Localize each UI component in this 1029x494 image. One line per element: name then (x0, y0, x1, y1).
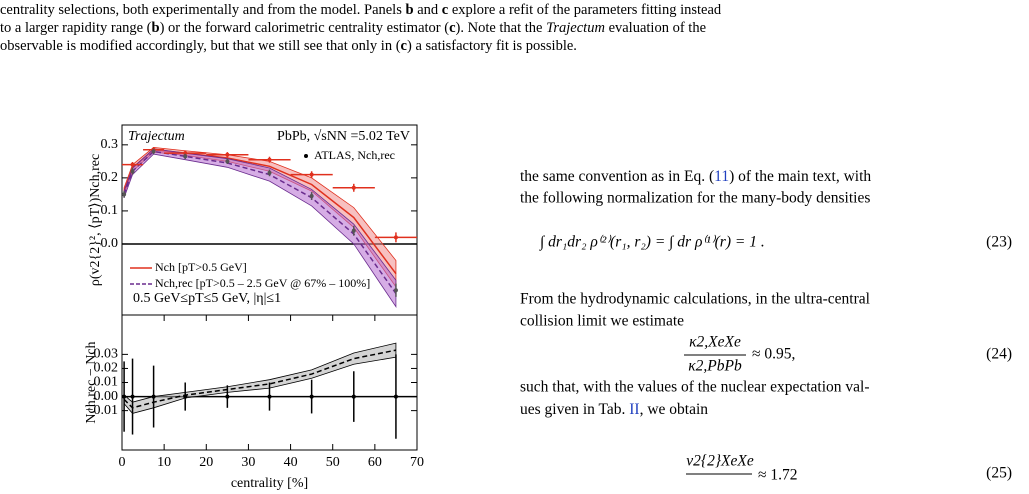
y-tick-label: 0.3 (101, 137, 119, 152)
legend-marker (304, 154, 308, 158)
annotation: PbPb, √sNN =5.02 TeV (277, 129, 410, 144)
y-axis-label: ρ(v2{2}², ⟨pT⟩)Nch,rec (88, 154, 103, 286)
equation: ∫ dr₁dr₂ ρ⁽²⁾(r₁, r₂) = ∫ dr ρ⁽¹⁾(r) = 1… (539, 234, 765, 251)
equation: ≈ 0.95, (752, 346, 795, 363)
x-tick-label: 10 (157, 455, 171, 470)
data-point (309, 172, 314, 177)
data-point (393, 288, 398, 293)
body-text: the following normalization for the many… (520, 190, 870, 207)
data-point (351, 228, 356, 233)
caption-text: ) a satisfactory fit is possible. (407, 38, 577, 54)
equation-number: (23) (986, 234, 1012, 251)
data-point (309, 394, 314, 399)
x-tick-label: 20 (199, 455, 213, 470)
x-tick-label: 60 (368, 455, 382, 470)
body-text: such that, with the values of the nuclea… (520, 379, 869, 396)
equation-number: (24) (986, 346, 1012, 363)
equation-numerator: v2{2}XeXe (686, 453, 754, 470)
y-tick-label: 0.0 (101, 236, 119, 251)
data-point (393, 235, 398, 240)
y-tick-label: 0.1 (101, 203, 119, 218)
data-point (267, 157, 272, 162)
y-axis-label: Nch,rec − Nch (84, 341, 99, 423)
caption-text: c (442, 2, 449, 18)
data-point (225, 394, 230, 399)
body-text: collision limit we estimate (520, 313, 684, 330)
body-line: the same convention as in Eq. (11) of th… (520, 168, 871, 185)
y-tick-label: 0.03 (94, 347, 119, 362)
x-tick-label: 30 (241, 455, 255, 470)
y-tick-label: 0.2 (101, 170, 119, 185)
y-tick-label: −0.01 (86, 403, 118, 418)
data-point (183, 154, 188, 159)
caption-line: observable is modified accordingly, but … (0, 38, 577, 54)
annotation: 0.5 GeV≤pT≤5 GeV, |η|≤1 (133, 291, 281, 306)
caption-text: b (152, 20, 160, 36)
legend-label: ATLAS, Nch,rec (314, 148, 395, 162)
body-line: ues given in Tab. II, we obtain (520, 401, 708, 418)
caption-text: to a larger rapidity range ( (0, 20, 152, 36)
caption-text: ) or the forward calorimetric centrality… (160, 20, 450, 36)
data-point (225, 152, 230, 157)
caption-text: b (405, 2, 413, 18)
equation-number: (25) (986, 465, 1012, 482)
uncertainty-band (123, 342, 397, 414)
data-point (130, 169, 135, 174)
equation: ≈ 1.72 (758, 467, 798, 484)
equation-numerator: κ2,XeXe (689, 334, 741, 351)
data-point (151, 394, 156, 399)
x-tick-label: 40 (284, 455, 298, 470)
caption-text: Trajectum (546, 20, 605, 36)
data-point (351, 185, 356, 190)
caption-line: centrality selections, both experimental… (0, 2, 722, 18)
body-text: the same convention as in Eq. ( (520, 168, 714, 185)
y-tick-label: 0.02 (94, 361, 119, 376)
table-link[interactable]: II (629, 401, 639, 418)
caption-line: to a larger rapidity range (b) or the fo… (0, 20, 706, 36)
data-point (151, 149, 156, 154)
y-tick-label: 0.00 (94, 389, 119, 404)
caption-text: and (414, 2, 442, 18)
equation-denominator: κ2,PbPb (688, 358, 742, 375)
data-point (351, 394, 356, 399)
data-point (130, 394, 135, 399)
data-point (225, 159, 230, 164)
caption-text: explore a refit of the parameters fittin… (448, 2, 722, 18)
data-point (122, 192, 127, 197)
x-axis-label: centrality [%] (231, 476, 308, 491)
data-point (130, 162, 135, 167)
data-point (267, 170, 272, 175)
caption-text: ). Note that the (456, 20, 547, 36)
data-point (122, 394, 127, 399)
body-text: ) of the main text, with (729, 168, 871, 185)
body-text: From the hydrodynamic calculations, in t… (520, 291, 870, 308)
data-point (309, 194, 314, 199)
x-tick-label: 50 (326, 455, 340, 470)
data-point (183, 151, 188, 156)
legend-label: Nch [pT>0.5 GeV] (155, 260, 247, 274)
annotation: Trajectum (128, 129, 185, 144)
body-text: ues given in Tab. (520, 401, 629, 418)
x-tick-label: 70 (410, 455, 424, 470)
body-text: , we obtain (640, 401, 709, 418)
x-tick-label: 0 (119, 455, 126, 470)
caption-text: centrality selections, both experimental… (0, 2, 405, 18)
data-point (267, 394, 272, 399)
caption-text: c (449, 20, 456, 36)
caption-text: c (401, 38, 408, 54)
caption-text: evaluation of the (605, 20, 706, 36)
legend-label: Nch,rec [pT>0.5 – 2.5 GeV @ 67% – 100%] (155, 276, 370, 290)
data-point (183, 394, 188, 399)
data-point (393, 394, 398, 399)
equation-link[interactable]: 11 (714, 168, 729, 185)
caption-text: observable is modified accordingly, but … (0, 38, 401, 54)
y-tick-label: 0.01 (94, 375, 119, 390)
